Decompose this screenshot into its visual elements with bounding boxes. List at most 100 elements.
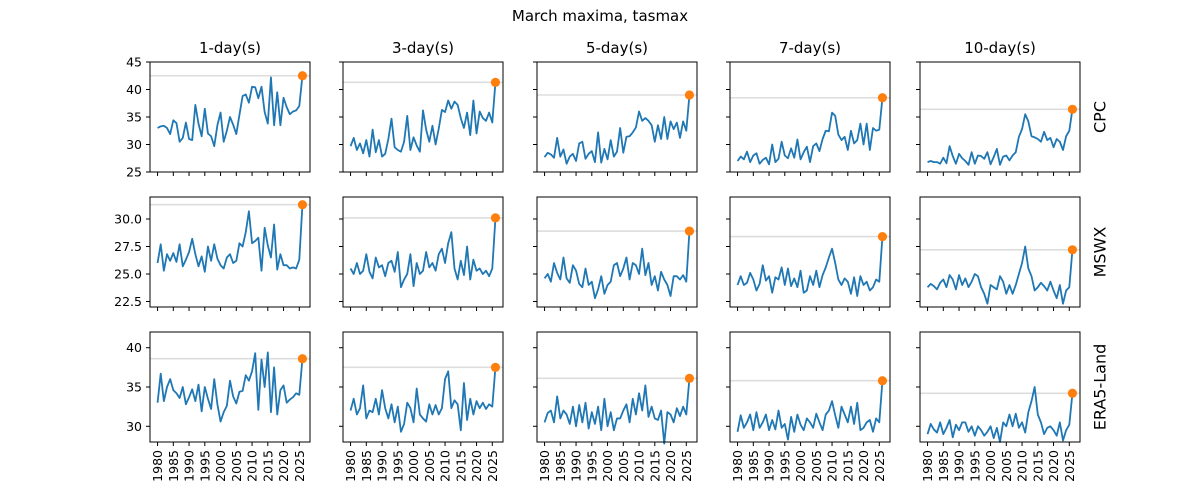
highlight-point xyxy=(297,71,308,81)
x-tick-label: 1990 xyxy=(952,450,967,482)
x-tick-label: 2020 xyxy=(276,450,291,482)
x-tick-label: 2010 xyxy=(632,450,647,482)
axes-frame xyxy=(919,61,1081,173)
series-line xyxy=(349,82,497,158)
highlight-point xyxy=(297,200,308,210)
panel-mswx-10-day-s xyxy=(916,196,1081,311)
column-title-5-day-s: 5-day(s) xyxy=(586,39,648,57)
x-tick-label: 1985 xyxy=(936,450,951,482)
series-line xyxy=(349,217,497,289)
series-line xyxy=(349,367,497,433)
highlight-point xyxy=(490,77,501,87)
x-tick-label: 2025 xyxy=(485,450,500,482)
x-tick-label: 2010 xyxy=(245,450,260,482)
panel-era5-land-3-day-s: 1980 1985 1990 1995 2000 2005 2010 2015 2020 2025 xyxy=(339,331,504,482)
axes-frame xyxy=(729,196,891,308)
axes-frame xyxy=(919,196,1081,308)
y-tick-label: 22.5 xyxy=(114,294,142,309)
x-tick-label: 1995 xyxy=(967,450,982,482)
highlight-point xyxy=(684,90,695,100)
x-tick-label: 2020 xyxy=(663,450,678,482)
x-tick-label: 1980 xyxy=(537,450,552,482)
panel-cpc-1-day-s: 25 30 35 40 45 xyxy=(126,55,311,180)
highlight-point xyxy=(490,362,501,372)
x-tick-label: 2010 xyxy=(825,450,840,482)
highlight-point xyxy=(877,93,888,103)
y-tick-label: 35 xyxy=(126,110,142,125)
series-line xyxy=(927,109,1074,166)
panel-mswx-3-day-s xyxy=(339,196,504,311)
axes-frame xyxy=(536,331,698,443)
x-tick-label: 2000 xyxy=(600,450,615,482)
panel-cpc-7-day-s xyxy=(726,61,891,176)
x-tick-label: 2020 xyxy=(469,450,484,482)
series-line xyxy=(926,386,1074,443)
y-tick-label: 40 xyxy=(126,82,142,97)
panel-cpc-10-day-s xyxy=(916,61,1081,176)
x-tick-label: 2015 xyxy=(453,450,468,482)
series-line xyxy=(157,75,304,148)
column-title-10-day-s: 10-day(s) xyxy=(964,39,1036,57)
highlight-point xyxy=(684,226,695,236)
x-tick-label: 2000 xyxy=(213,450,228,482)
x-tick-label: 1980 xyxy=(343,450,358,482)
axes-frame xyxy=(342,331,504,443)
panel-mswx-1-day-s: 22.5 25.0 27.5 30.0 xyxy=(114,196,311,311)
x-tick-label: 2000 xyxy=(983,450,998,482)
column-title-1-day-s: 1-day(s) xyxy=(199,39,261,57)
x-tick-label: 2015 xyxy=(840,450,855,482)
x-tick-label: 2010 xyxy=(438,450,453,482)
series-line xyxy=(736,380,884,441)
y-tick-label: 30.0 xyxy=(114,212,142,227)
series-line xyxy=(926,245,1074,305)
axes-frame xyxy=(149,196,311,308)
panel-era5-land-7-day-s: 1980 1985 1990 1995 2000 2005 2010 2015 2020 2025 xyxy=(726,331,891,482)
highlight-point xyxy=(877,376,888,386)
figure-title: March maxima, tasmax xyxy=(512,7,688,25)
x-tick-label: 2025 xyxy=(872,450,887,482)
x-tick-label: 1990 xyxy=(762,450,777,482)
highlight-point xyxy=(1067,388,1078,398)
axes-frame xyxy=(919,331,1081,443)
x-tick-label: 1985 xyxy=(746,450,761,482)
x-tick-label: 2000 xyxy=(793,450,808,482)
row-label-era5-land: ERA5-Land xyxy=(1091,344,1110,431)
highlight-point xyxy=(1067,245,1078,255)
x-tick-label: 1985 xyxy=(166,450,181,482)
row-label-cpc: CPC xyxy=(1091,101,1110,133)
x-tick-label: 2005 xyxy=(999,450,1014,482)
x-tick-label: 2015 xyxy=(647,450,662,482)
y-tick-label: 25.0 xyxy=(114,267,142,282)
x-tick-label: 1995 xyxy=(197,450,212,482)
x-tick-label: 2005 xyxy=(809,450,824,482)
y-tick-label: 35 xyxy=(126,380,142,395)
panel-cpc-3-day-s xyxy=(339,61,504,176)
y-tick-label: 40 xyxy=(126,340,142,355)
x-tick-label: 2025 xyxy=(1062,450,1077,482)
series-line xyxy=(736,97,884,166)
x-tick-label: 2000 xyxy=(406,450,421,482)
panel-era5-land-5-day-s: 1980 1985 1990 1995 2000 2005 2010 2015 2020 2025 xyxy=(533,331,698,482)
x-tick-label: 2005 xyxy=(422,450,437,482)
x-tick-label: 1995 xyxy=(777,450,792,482)
y-tick-label: 30 xyxy=(126,137,142,152)
x-tick-label: 1995 xyxy=(584,450,599,482)
x-tick-label: 1985 xyxy=(553,450,568,482)
x-tick-label: 2005 xyxy=(229,450,244,482)
highlight-point xyxy=(490,213,501,223)
x-tick-label: 1985 xyxy=(359,450,374,482)
x-tick-label: 2025 xyxy=(292,450,307,482)
column-title-3-day-s: 3-day(s) xyxy=(392,39,454,57)
highlight-point xyxy=(877,232,888,242)
series-line xyxy=(156,204,304,273)
x-tick-label: 1980 xyxy=(150,450,165,482)
panel-grid: 1-day(s) 3-day(s) 5-day(s) 7-day(s) 10-day(s… xyxy=(114,39,1109,482)
series-line xyxy=(543,378,691,445)
x-tick-label: 1995 xyxy=(390,450,405,482)
x-tick-label: 1990 xyxy=(182,450,197,482)
series-line xyxy=(156,351,304,423)
highlight-point xyxy=(297,354,308,364)
axes-frame xyxy=(342,196,504,308)
